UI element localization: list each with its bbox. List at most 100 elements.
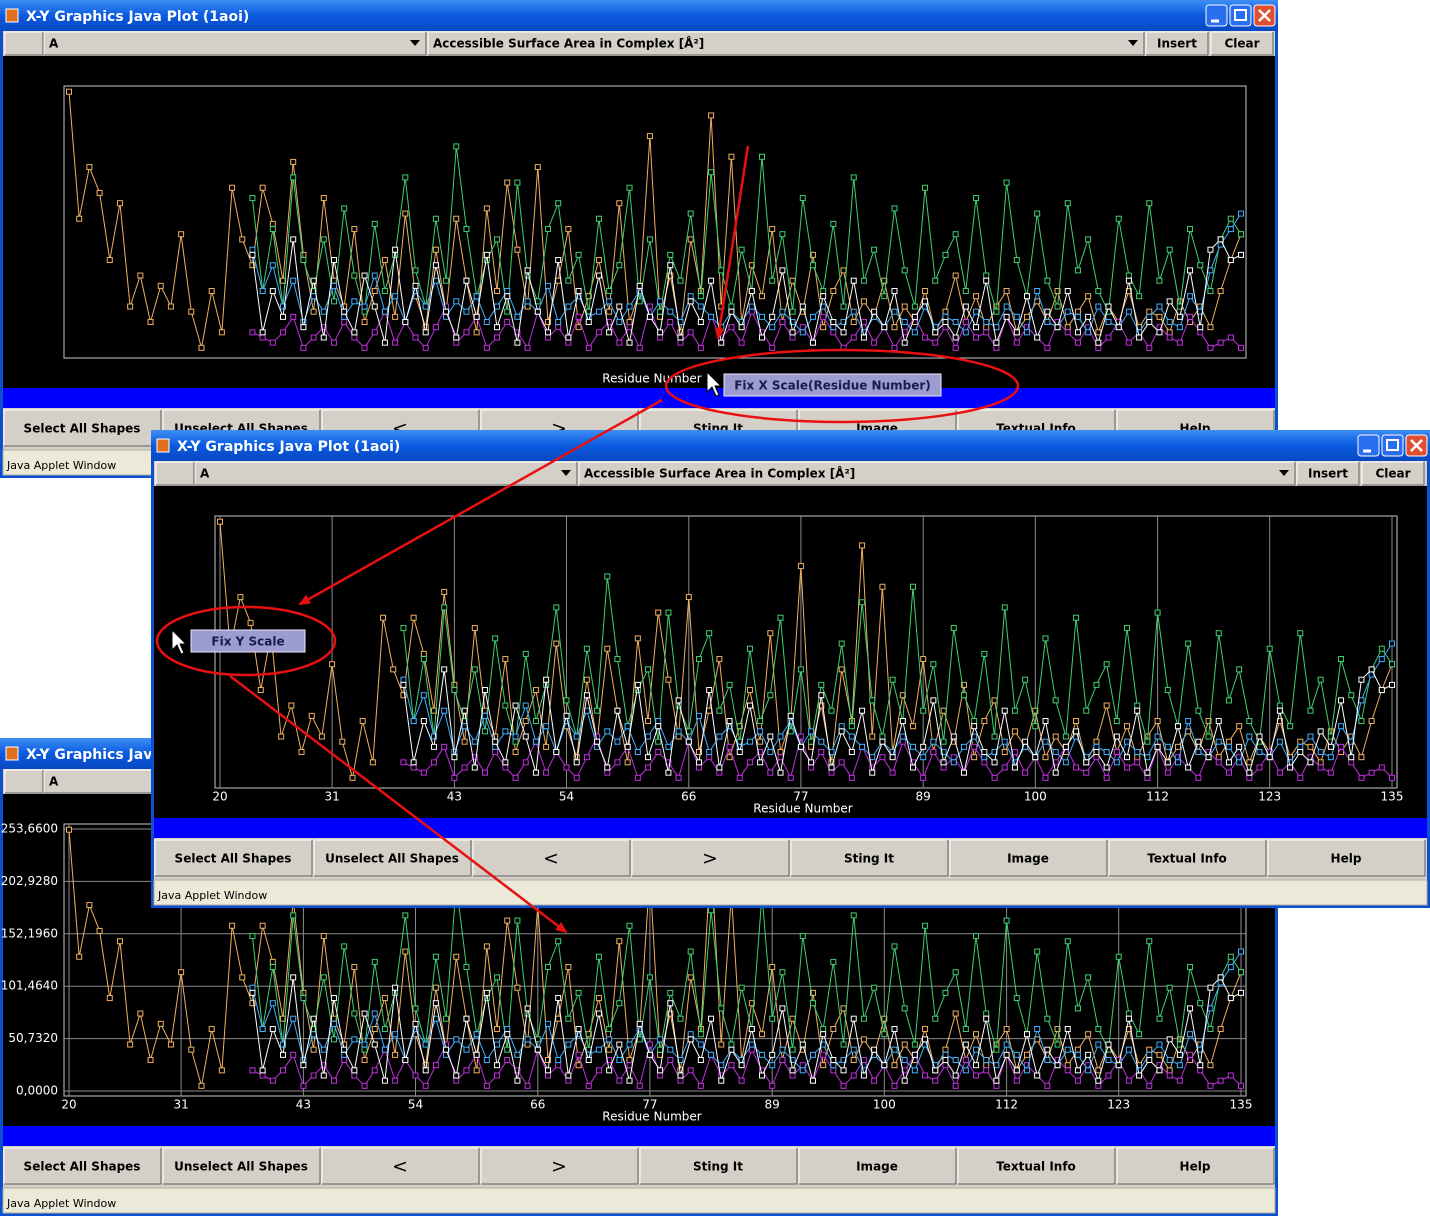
data-point [738, 1077, 745, 1084]
bevel-light [1361, 461, 1424, 485]
data-point [718, 339, 725, 346]
chain-select[interactable]: A [43, 31, 427, 56]
data-point [86, 902, 93, 909]
measure-select[interactable]: Accessible Surface Area in Complex [Å²] [427, 31, 1145, 56]
data-point [1064, 308, 1071, 315]
data-point [1225, 738, 1232, 745]
data-point [983, 1015, 990, 1022]
data-point [392, 293, 399, 300]
button-label: Select All Shapes [175, 852, 292, 866]
toolbar-button[interactable]: Unselect All Shapes [162, 1147, 321, 1185]
data-point [626, 324, 633, 331]
window-control[interactable] [1357, 434, 1380, 457]
data-point [178, 231, 185, 238]
data-point [1115, 215, 1122, 222]
data-point [616, 1077, 623, 1084]
data-point [769, 344, 776, 351]
data-point [257, 687, 264, 694]
data-point [1225, 743, 1232, 750]
window-control[interactable] [1381, 434, 1404, 457]
data-point [677, 339, 684, 346]
data-point [1358, 774, 1365, 781]
data-point [471, 625, 478, 632]
toolbar-button[interactable]: Help [1116, 1147, 1275, 1185]
x-tick-label: 100 [873, 1098, 896, 1112]
data-point [697, 344, 704, 351]
toolbar-button[interactable]: Image [798, 1147, 957, 1185]
data-point [728, 1041, 735, 1048]
data-point [746, 759, 753, 766]
data-point [1217, 339, 1224, 346]
data-point [636, 298, 643, 305]
title-bar [0, 0, 1278, 31]
data-point [983, 1062, 990, 1069]
data-point [494, 1041, 501, 1048]
data-point [1095, 329, 1102, 336]
data-point [544, 1067, 551, 1074]
bevel-light [43, 31, 426, 55]
data-point [789, 1072, 796, 1079]
toolbar-button[interactable]: Select All Shapes [3, 1147, 162, 1185]
toolbar-button[interactable]: > [631, 839, 790, 877]
window-control[interactable] [1229, 4, 1252, 27]
data-point [706, 749, 713, 756]
data-point [830, 288, 837, 295]
toolbar-button[interactable]: Select All Shapes [154, 839, 313, 877]
data-point [962, 319, 969, 326]
data-point [950, 759, 957, 766]
data-point [881, 324, 888, 331]
measure-select[interactable]: Accessible Surface Area in Complex [Å²] [578, 461, 1296, 486]
toolbar-button[interactable]: < [472, 839, 631, 877]
data-point [687, 1031, 694, 1038]
window-control[interactable] [1205, 4, 1228, 27]
menu-item[interactable] [723, 373, 942, 397]
data-point [952, 1010, 959, 1017]
data-point [708, 313, 715, 320]
bevel-light [162, 1147, 320, 1184]
toolbar-button[interactable]: Unselect All Shapes [313, 839, 472, 877]
data-point [779, 1057, 786, 1064]
data-point [993, 308, 1000, 315]
toolbar-button[interactable]: Textual Info [1108, 839, 1267, 877]
popup-menu[interactable]: Fix X Scale(Residue Number) [723, 373, 942, 397]
face [314, 840, 471, 876]
data-point [789, 334, 796, 341]
data-point [799, 1041, 806, 1048]
status-bar [2, 1187, 1276, 1214]
data-point [483, 344, 490, 351]
data-point [675, 728, 682, 735]
insert-button[interactable]: Insert [1296, 461, 1360, 486]
popup-menu[interactable]: Fix Y Scale [190, 629, 306, 653]
data-point [981, 650, 988, 657]
toolbar-button[interactable]: Image [949, 839, 1108, 877]
toolbar-button[interactable]: Sting It [639, 1147, 798, 1185]
chain-select[interactable]: A [194, 461, 578, 486]
data-point [738, 1062, 745, 1069]
toolbar-button[interactable]: Help [1267, 839, 1426, 877]
data-point [1054, 288, 1061, 295]
toolbar-button[interactable]: Select All Shapes [3, 409, 162, 447]
data-point [573, 774, 580, 781]
data-point [1064, 200, 1071, 207]
data-point [1003, 1041, 1010, 1048]
data-point [789, 1067, 796, 1074]
toolbar-button[interactable]: < [321, 1147, 480, 1185]
data-point [808, 764, 815, 771]
x-tick-label: 20 [61, 1098, 76, 1112]
menu-item[interactable] [190, 629, 306, 653]
data-point [901, 1005, 908, 1012]
toolbar-button[interactable]: Textual Info [957, 1147, 1116, 1185]
clear-button[interactable]: Clear [1210, 31, 1274, 56]
data-point [504, 1026, 511, 1033]
data-point [767, 692, 774, 699]
data-point [290, 974, 297, 981]
data-point [657, 308, 664, 315]
clear-button[interactable]: Clear [1361, 461, 1425, 486]
toolbar-button[interactable]: > [480, 1147, 639, 1185]
insert-button[interactable]: Insert [1145, 31, 1209, 56]
series-line [219, 521, 1393, 778]
bevel-light [1296, 461, 1359, 485]
data-point [371, 288, 378, 295]
toolbar-button[interactable]: Sting It [790, 839, 949, 877]
